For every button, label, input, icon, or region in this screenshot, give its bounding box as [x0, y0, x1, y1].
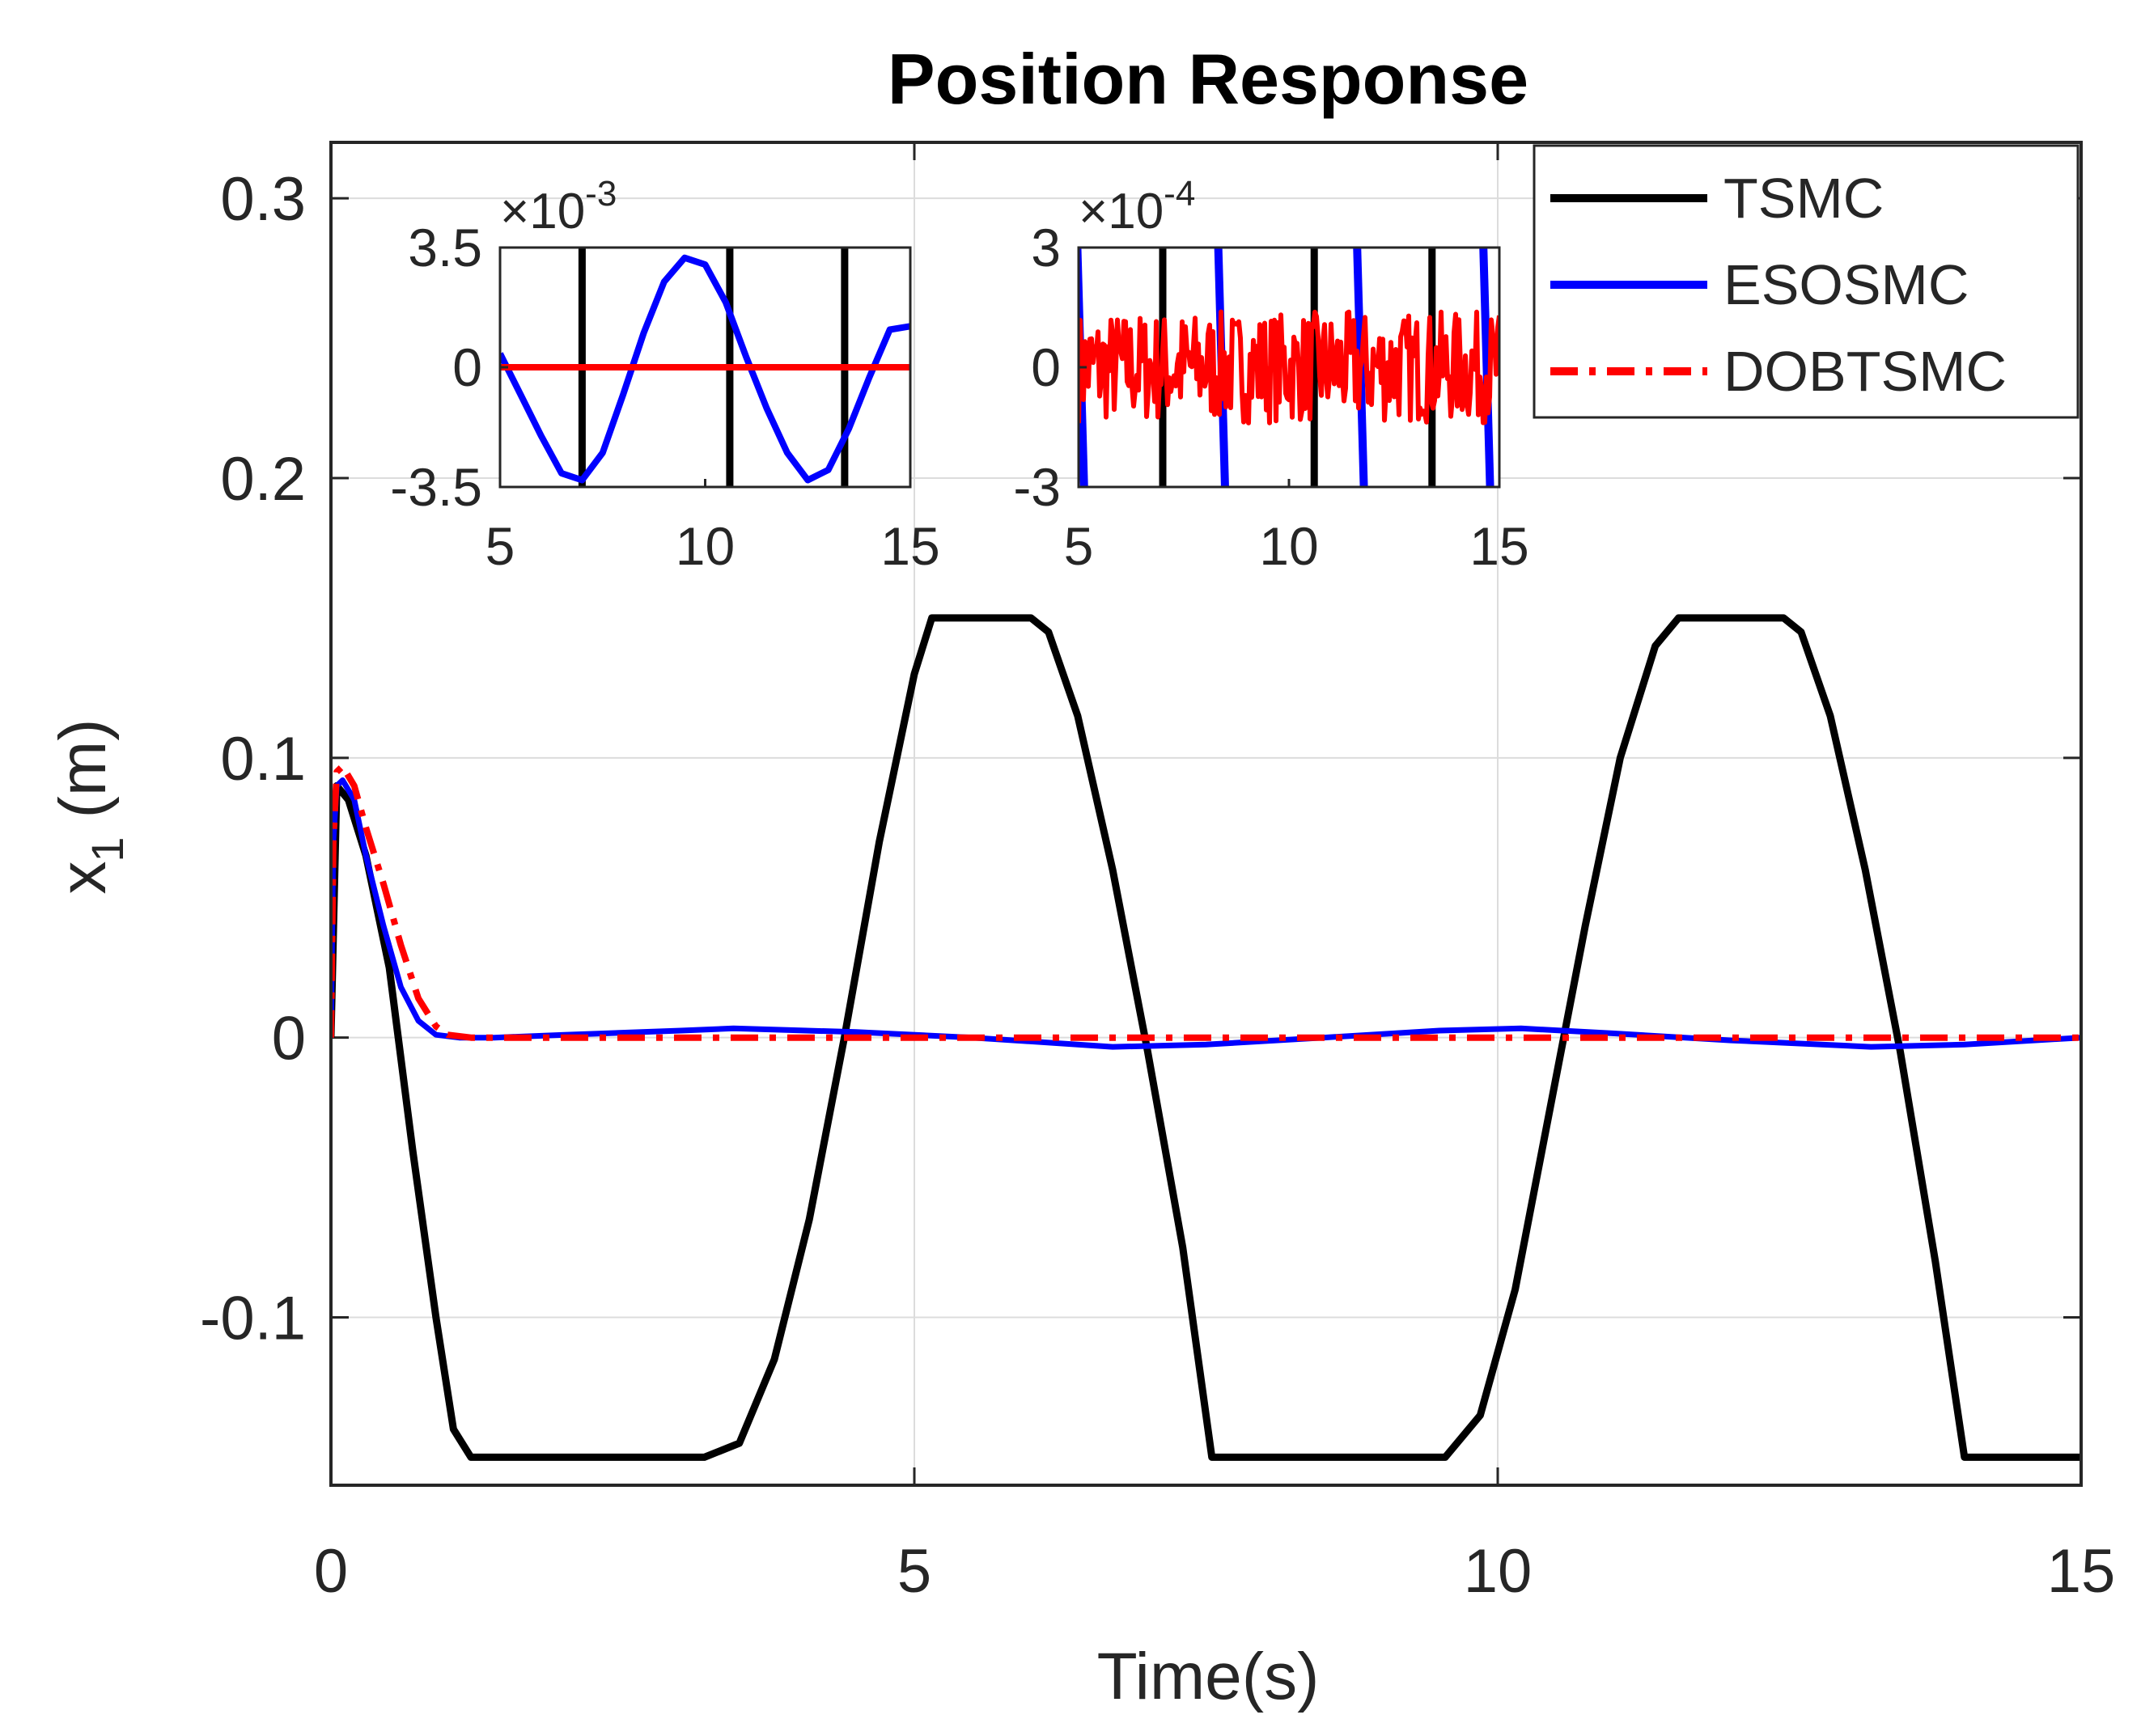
x-tick-label: 5	[897, 1537, 931, 1606]
inset-2-dobtsmc-noise	[1079, 309, 1499, 426]
inset-1-exponent: ×10-3	[500, 174, 617, 239]
inset-1-series-group	[500, 248, 910, 487]
legend-label-esosmc: ESOSMC	[1723, 253, 1969, 316]
y-axis-label-main: x	[46, 862, 120, 895]
main-axes-box	[329, 141, 2083, 1487]
inset-2-x-tick-label: 5	[1064, 516, 1094, 576]
inset-1-x-tick-label: 10	[676, 516, 735, 576]
inset-1-x-tick-label: 15	[880, 516, 939, 576]
inset-1-x-tick-label: 5	[485, 516, 515, 576]
y-tick-label: -0.1	[200, 1285, 306, 1353]
inset-1-exponent-times: ×10	[500, 184, 585, 239]
inset-2-y-tick-label: -3	[1013, 457, 1061, 517]
y-axis-label-subscript: 1	[82, 836, 133, 862]
inset-2-exponent: ×10-4	[1079, 174, 1195, 239]
series-line-tsmc	[331, 614, 2081, 1461]
main-series-group	[331, 614, 2081, 1461]
inset-1: 5 10 15 -3.5 0 3.5 ×10-3	[390, 174, 939, 576]
x-tick-label: 0	[314, 1537, 348, 1606]
legend-label-dobtsmc: DOBTSMC	[1723, 340, 2007, 403]
y-axis-label: x 1 (m)	[46, 719, 133, 895]
inset-2: 5 10 15 -3 0 3 ×10-4	[1013, 174, 1528, 576]
y-tick-label: 0.1	[220, 725, 306, 794]
y-tick-label: 0.3	[220, 165, 306, 234]
chart-title: Position Response	[888, 39, 1528, 119]
inset-1-box	[498, 246, 912, 489]
inset-1-exponent-power: -3	[585, 174, 617, 214]
inset-1-ticks: 5 10 15 -3.5 0 3.5	[390, 218, 939, 576]
inset-2-exponent-power: -4	[1164, 174, 1195, 214]
inset-2-series-group	[1079, 248, 1499, 487]
y-tick-label: 0	[272, 1005, 306, 1073]
legend: TSMC ESOSMC DOBTSMC	[1533, 144, 2080, 419]
main-ticks: 0 5 10 15 -0.1 0 0.1 0.2 0.3	[200, 142, 2115, 1606]
legend-label-tsmc: TSMC	[1723, 167, 1884, 230]
inset-2-esosmc-line	[1479, 248, 1494, 487]
inset-1-y-tick-label: -3.5	[390, 457, 482, 517]
inset-2-box	[1077, 246, 1501, 489]
series-line-esosmc	[331, 777, 2081, 1050]
inset-2-y-tick-label: 0	[1031, 337, 1061, 397]
inset-1-y-tick-label: 0	[452, 337, 482, 397]
x-tick-label: 10	[1464, 1537, 1533, 1606]
inset-2-exponent-times: ×10	[1079, 184, 1164, 239]
y-tick-label: 0.2	[220, 445, 306, 514]
inset-2-y-tick-label: 3	[1031, 218, 1061, 277]
inset-2-x-tick-label: 10	[1259, 516, 1318, 576]
inset-1-y-tick-label: 3.5	[408, 218, 482, 277]
y-axis-label-unit: (m)	[46, 719, 120, 819]
x-tick-label: 15	[2047, 1537, 2116, 1606]
x-axis-label: Time(s)	[1097, 1640, 1320, 1713]
inset-2-x-tick-label: 15	[1469, 516, 1528, 576]
inset-1-esosmc-line	[500, 254, 910, 484]
